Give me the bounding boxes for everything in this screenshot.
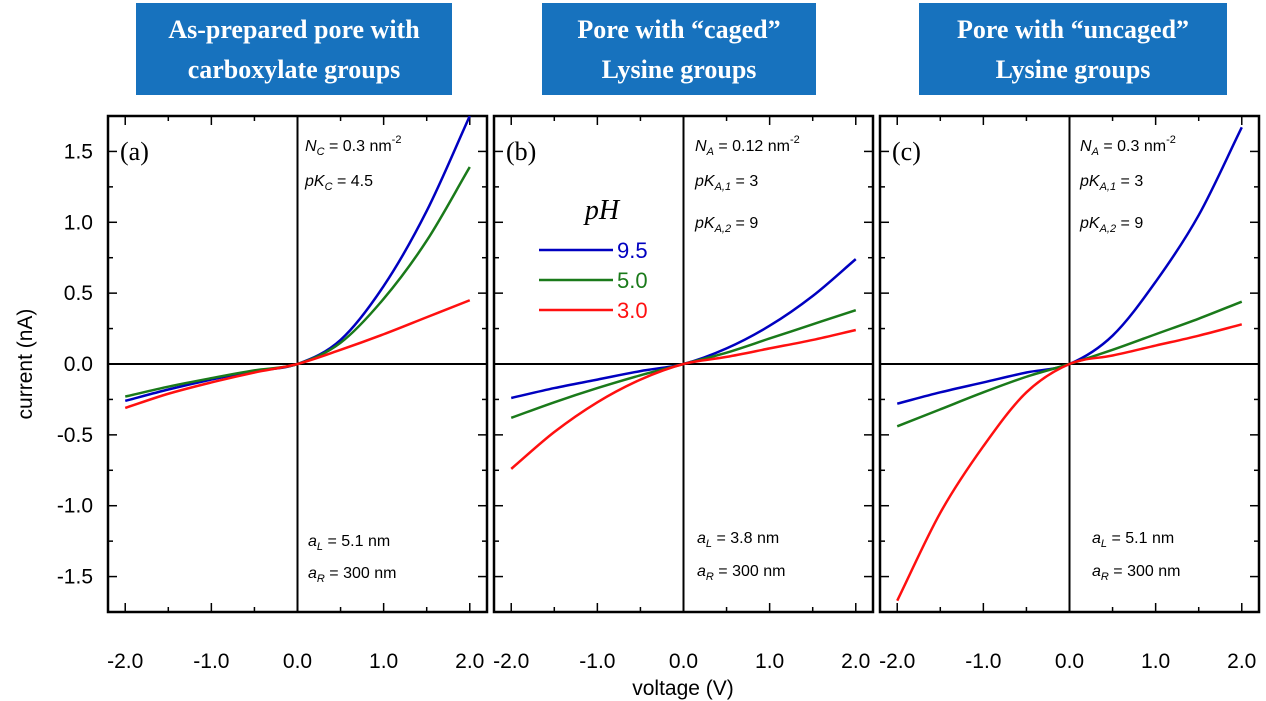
radius-annotation: aR = 300 nm	[308, 565, 396, 585]
series-line-ph-3-0	[124, 299, 471, 410]
panel-c: Pore with “uncaged” Lysine groups -2.0 -1.0…	[878, 3, 1261, 673]
x-tick-label: -2.0	[107, 650, 143, 673]
title-banner	[136, 3, 452, 95]
title-banner	[542, 3, 816, 95]
x-tick-label: 1.0	[755, 650, 784, 673]
radius-annotation: aL = 3.8 nm	[697, 530, 779, 550]
y-tick-label: 0.0	[64, 353, 93, 376]
title-line: As-prepared pore with	[168, 15, 420, 44]
panel-label: (a)	[120, 137, 149, 166]
x-tick-label: -1.0	[965, 650, 1001, 673]
legend-label: 3.0	[617, 298, 648, 323]
parameter-annotation: NA = 0.12 nm-2	[695, 134, 800, 158]
y-tick-label: 0.5	[64, 282, 93, 305]
x-tick-label: 1.0	[369, 650, 398, 673]
legend-label: 9.5	[617, 238, 648, 263]
title-line: Pore with “uncaged”	[957, 15, 1189, 44]
parameter-annotation: pKA,2 = 9	[694, 215, 758, 235]
parameter-annotation: NA = 0.3 nm-2	[1080, 134, 1176, 158]
y-tick-label: 1.5	[64, 140, 93, 163]
parameter-annotation: pKA,2 = 9	[1079, 215, 1143, 235]
x-tick-label: 2.0	[1227, 650, 1256, 673]
legend-label: 5.0	[617, 268, 648, 293]
x-tick-label: 2.0	[841, 650, 870, 673]
radius-annotation: aR = 300 nm	[697, 563, 785, 583]
x-tick-label: -1.0	[193, 650, 229, 673]
radius-annotation: aL = 5.1 nm	[1092, 530, 1174, 550]
title-line: Pore with “caged”	[577, 15, 780, 44]
x-tick-label: 2.0	[455, 650, 484, 673]
panel-label: (b)	[506, 137, 536, 166]
y-tick-label: -1.5	[57, 566, 93, 589]
y-axis-title: current (nA)	[14, 309, 37, 420]
parameter-annotation: NC = 0.3 nm-2	[305, 134, 401, 158]
x-tick-label: 0.0	[1055, 650, 1084, 673]
title-line: carboxylate groups	[188, 55, 401, 84]
x-axis-title: voltage (V)	[632, 677, 734, 700]
parameter-annotation: pKA,1 = 3	[694, 173, 758, 193]
title-line: Lysine groups	[602, 55, 757, 84]
parameter-annotation: pKC = 4.5	[304, 173, 373, 193]
series-line-ph-3-0	[896, 323, 1243, 602]
x-tick-label: 0.0	[669, 650, 698, 673]
panel-b: Pore with “caged” Lysine groups -2.0 -1.0 0.…	[492, 3, 875, 673]
x-tick-label: 0.0	[283, 650, 312, 673]
x-tick-label: -2.0	[879, 650, 915, 673]
radius-annotation: aL = 5.1 nm	[308, 533, 390, 553]
legend: pH 9.5 5.0 3.0	[539, 195, 648, 323]
title-line: Lysine groups	[996, 55, 1151, 84]
y-tick-label: -1.0	[57, 495, 93, 518]
y-tick-label: -0.5	[57, 424, 93, 447]
x-tick-label: -1.0	[579, 650, 615, 673]
title-banner	[919, 3, 1227, 95]
panel-a: As-prepared pore with carboxylate groups -…	[57, 3, 489, 673]
parameter-annotation: pKA,1 = 3	[1079, 173, 1143, 193]
radius-annotation: aR = 300 nm	[1092, 563, 1180, 583]
series-line-ph-3-0	[510, 328, 857, 470]
legend-title: pH	[583, 195, 621, 226]
x-tick-label: 1.0	[1141, 650, 1170, 673]
panel-label: (c)	[892, 137, 921, 166]
x-tick-label: -2.0	[493, 650, 529, 673]
y-tick-label: 1.0	[64, 211, 93, 234]
